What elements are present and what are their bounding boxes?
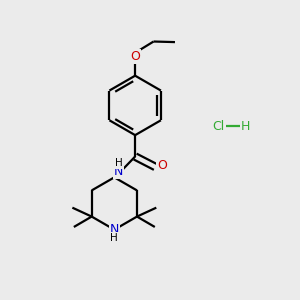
Text: H: H bbox=[115, 158, 123, 168]
Text: N: N bbox=[110, 223, 119, 236]
Text: Cl: Cl bbox=[212, 120, 224, 133]
Text: H: H bbox=[240, 120, 250, 133]
Text: H: H bbox=[110, 233, 118, 243]
Text: O: O bbox=[157, 159, 167, 172]
Text: N: N bbox=[114, 165, 124, 178]
Text: O: O bbox=[130, 50, 140, 63]
